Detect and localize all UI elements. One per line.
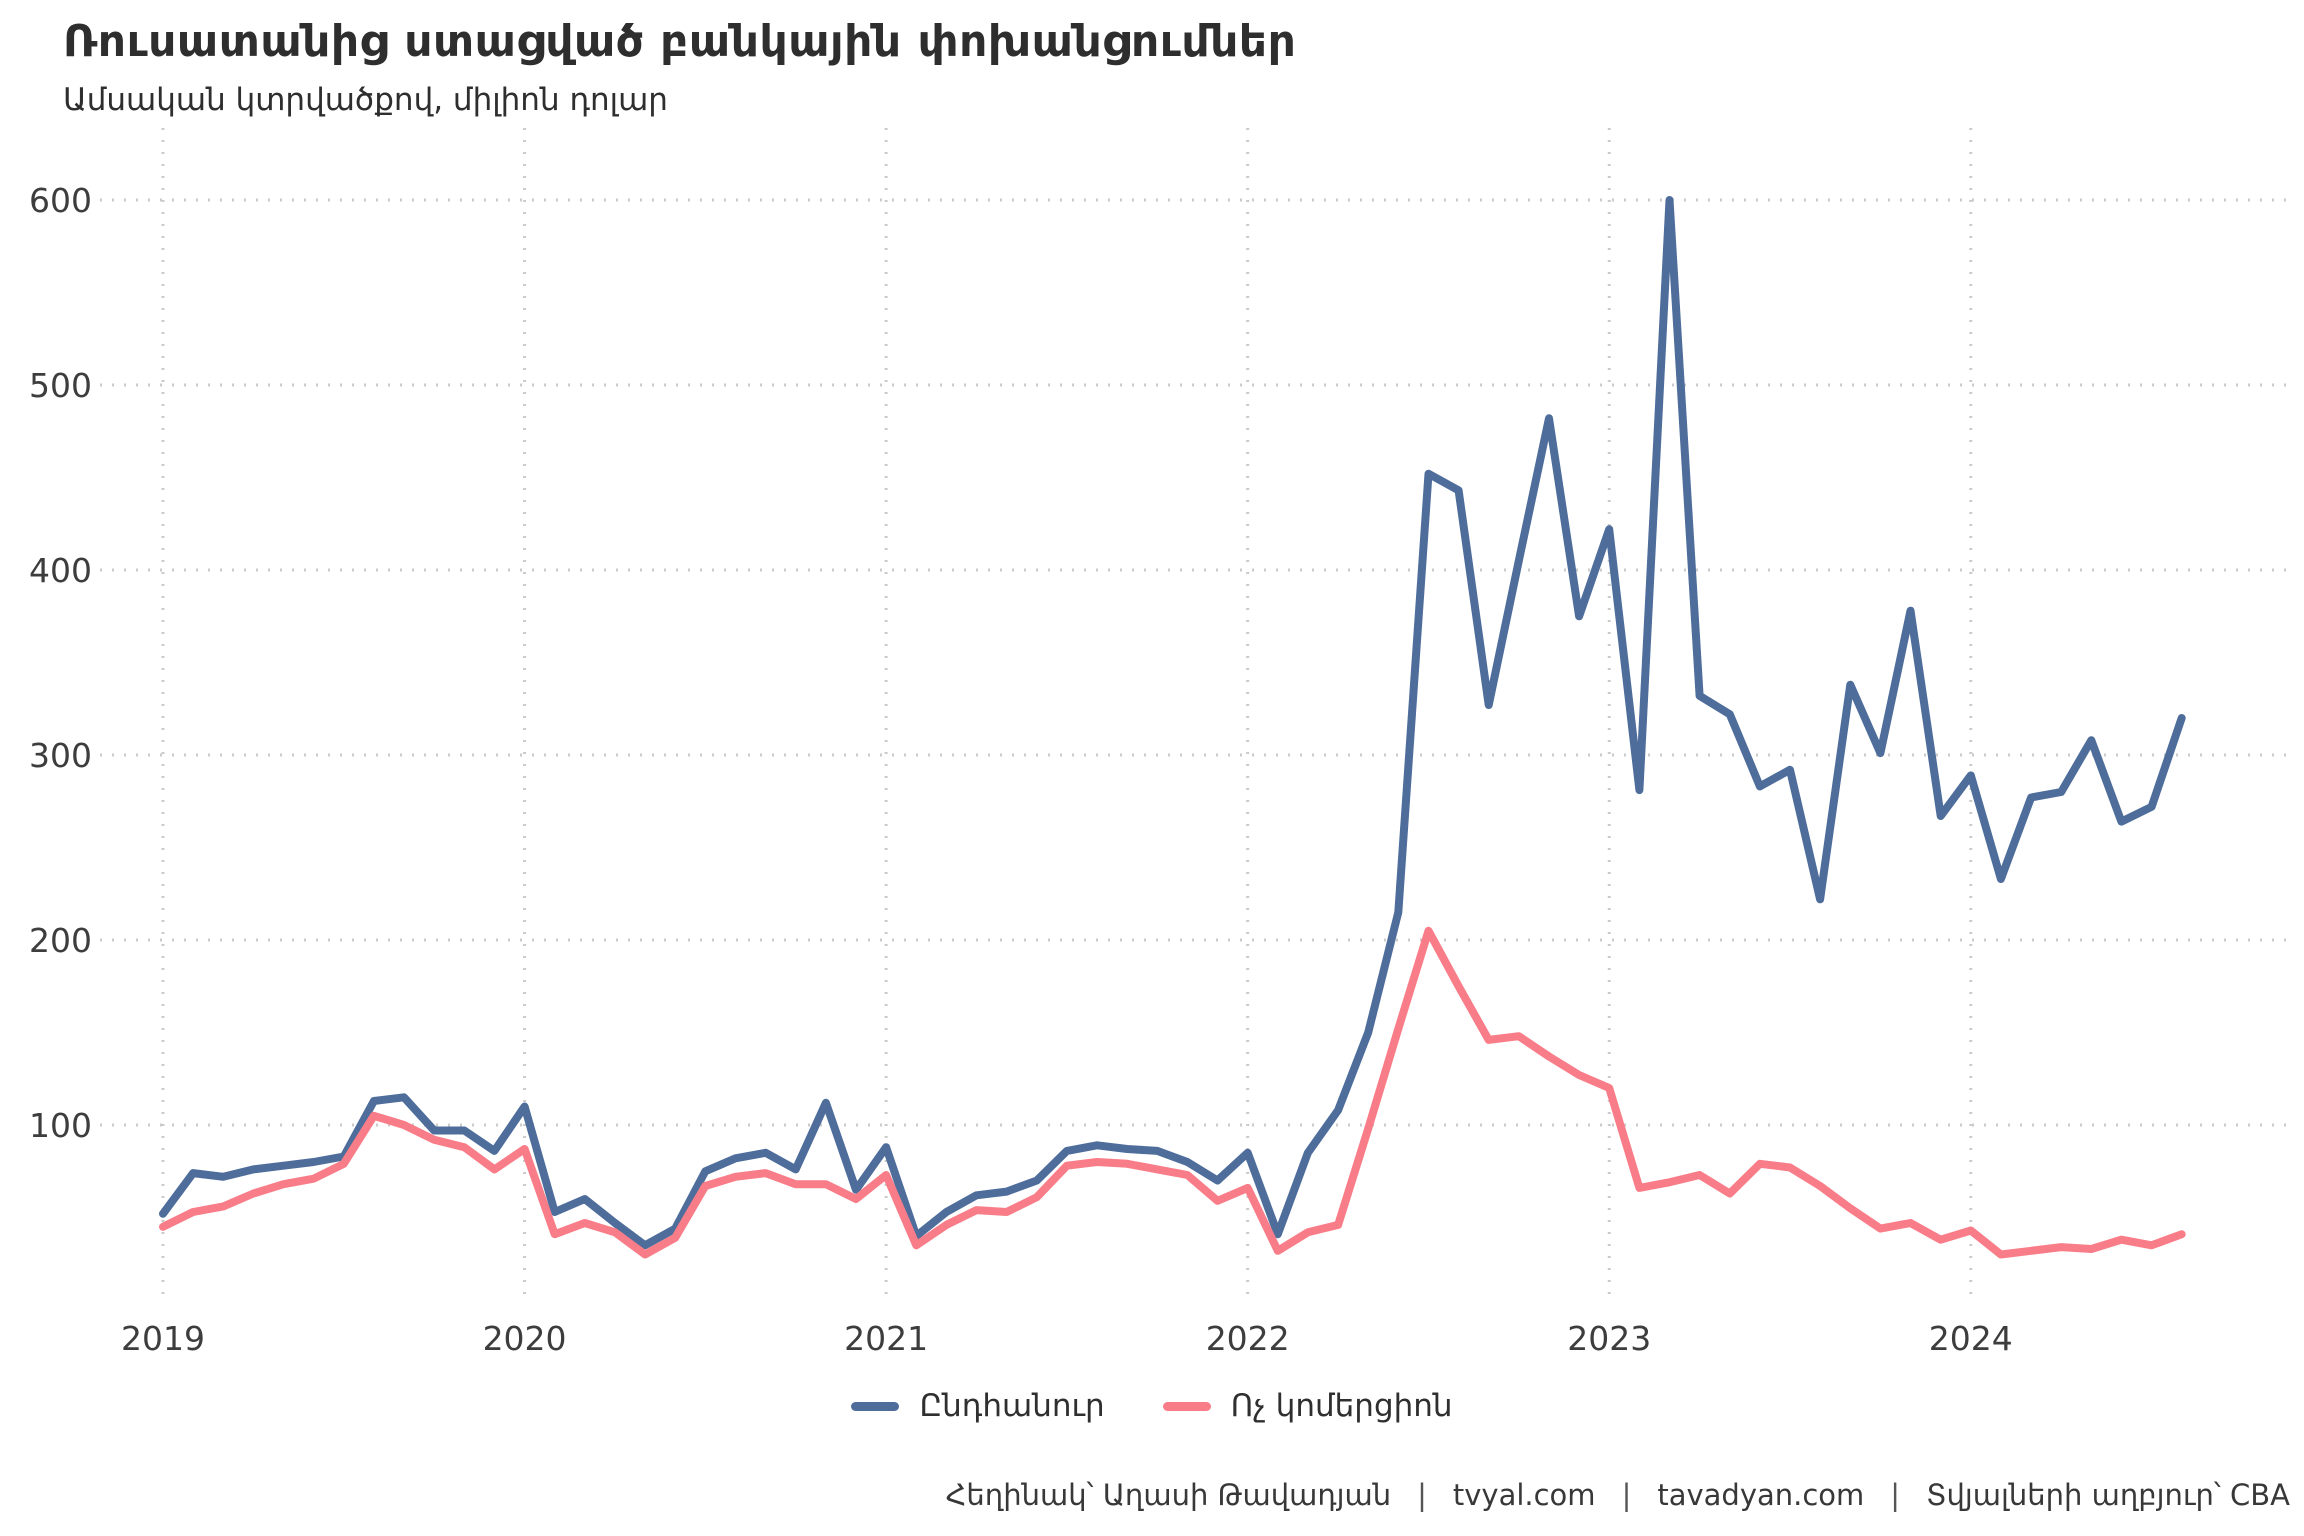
caption-data-source: Տվյալների աղբյուր՝ CBA — [1926, 1478, 2290, 1512]
page-title: Ռուսատանից ստացված բանկային փոխանցումներ — [63, 16, 1297, 67]
x-axis-tick-2020: 2020 — [483, 1319, 567, 1358]
chart-caption: Հեղինակ՝ Աղասի Թավադյան | tvyal.com | ta… — [946, 1478, 2290, 1512]
series-line-noncommercial — [159, 926, 2186, 1259]
y-axis-tick-600: 600 — [29, 181, 92, 220]
y-axis-tick-400: 400 — [29, 551, 92, 590]
legend-item-noncommercial: Ոչ կոմերցիոն — [1162, 1388, 1453, 1424]
x-axis-tick-2022: 2022 — [1206, 1319, 1290, 1358]
chart-legend: Ընդհանուր Ոչ կոմերցիոն — [0, 1388, 2304, 1424]
caption-link-tavadyan[interactable]: tavadyan.com — [1657, 1478, 1865, 1512]
caption-separator: | — [1621, 1478, 1632, 1512]
x-axis-tick-2019: 2019 — [121, 1319, 205, 1358]
y-axis-tick-500: 500 — [29, 366, 92, 405]
caption-link-tvyal[interactable]: tvyal.com — [1452, 1478, 1596, 1512]
caption-separator: | — [1417, 1478, 1427, 1512]
legend-label-noncommercial: Ոչ կոմերցիոն — [1230, 1388, 1453, 1424]
x-axis-tick-2023: 2023 — [1567, 1319, 1651, 1358]
y-axis-tick-200: 200 — [29, 921, 92, 960]
series-line-total — [159, 196, 2186, 1250]
caption-separator: | — [1890, 1478, 1901, 1512]
legend-item-total: Ընդհանուր — [851, 1388, 1105, 1424]
noncommercial-line-swatch — [1162, 1401, 1211, 1411]
legend-label-total: Ընդհանուր — [919, 1388, 1105, 1424]
x-axis-tick-2024: 2024 — [1929, 1319, 2013, 1358]
chart-subtitle: Ամսական կտրվածքով, միլիոն դոլար — [63, 82, 668, 118]
caption-author: Հեղինակ՝ Աղասի Թավադյան — [945, 1478, 1392, 1512]
y-axis-tick-300: 300 — [29, 736, 92, 775]
total-line-swatch — [851, 1401, 900, 1411]
x-axis-tick-2021: 2021 — [844, 1319, 928, 1358]
y-axis-tick-100: 100 — [29, 1106, 92, 1145]
